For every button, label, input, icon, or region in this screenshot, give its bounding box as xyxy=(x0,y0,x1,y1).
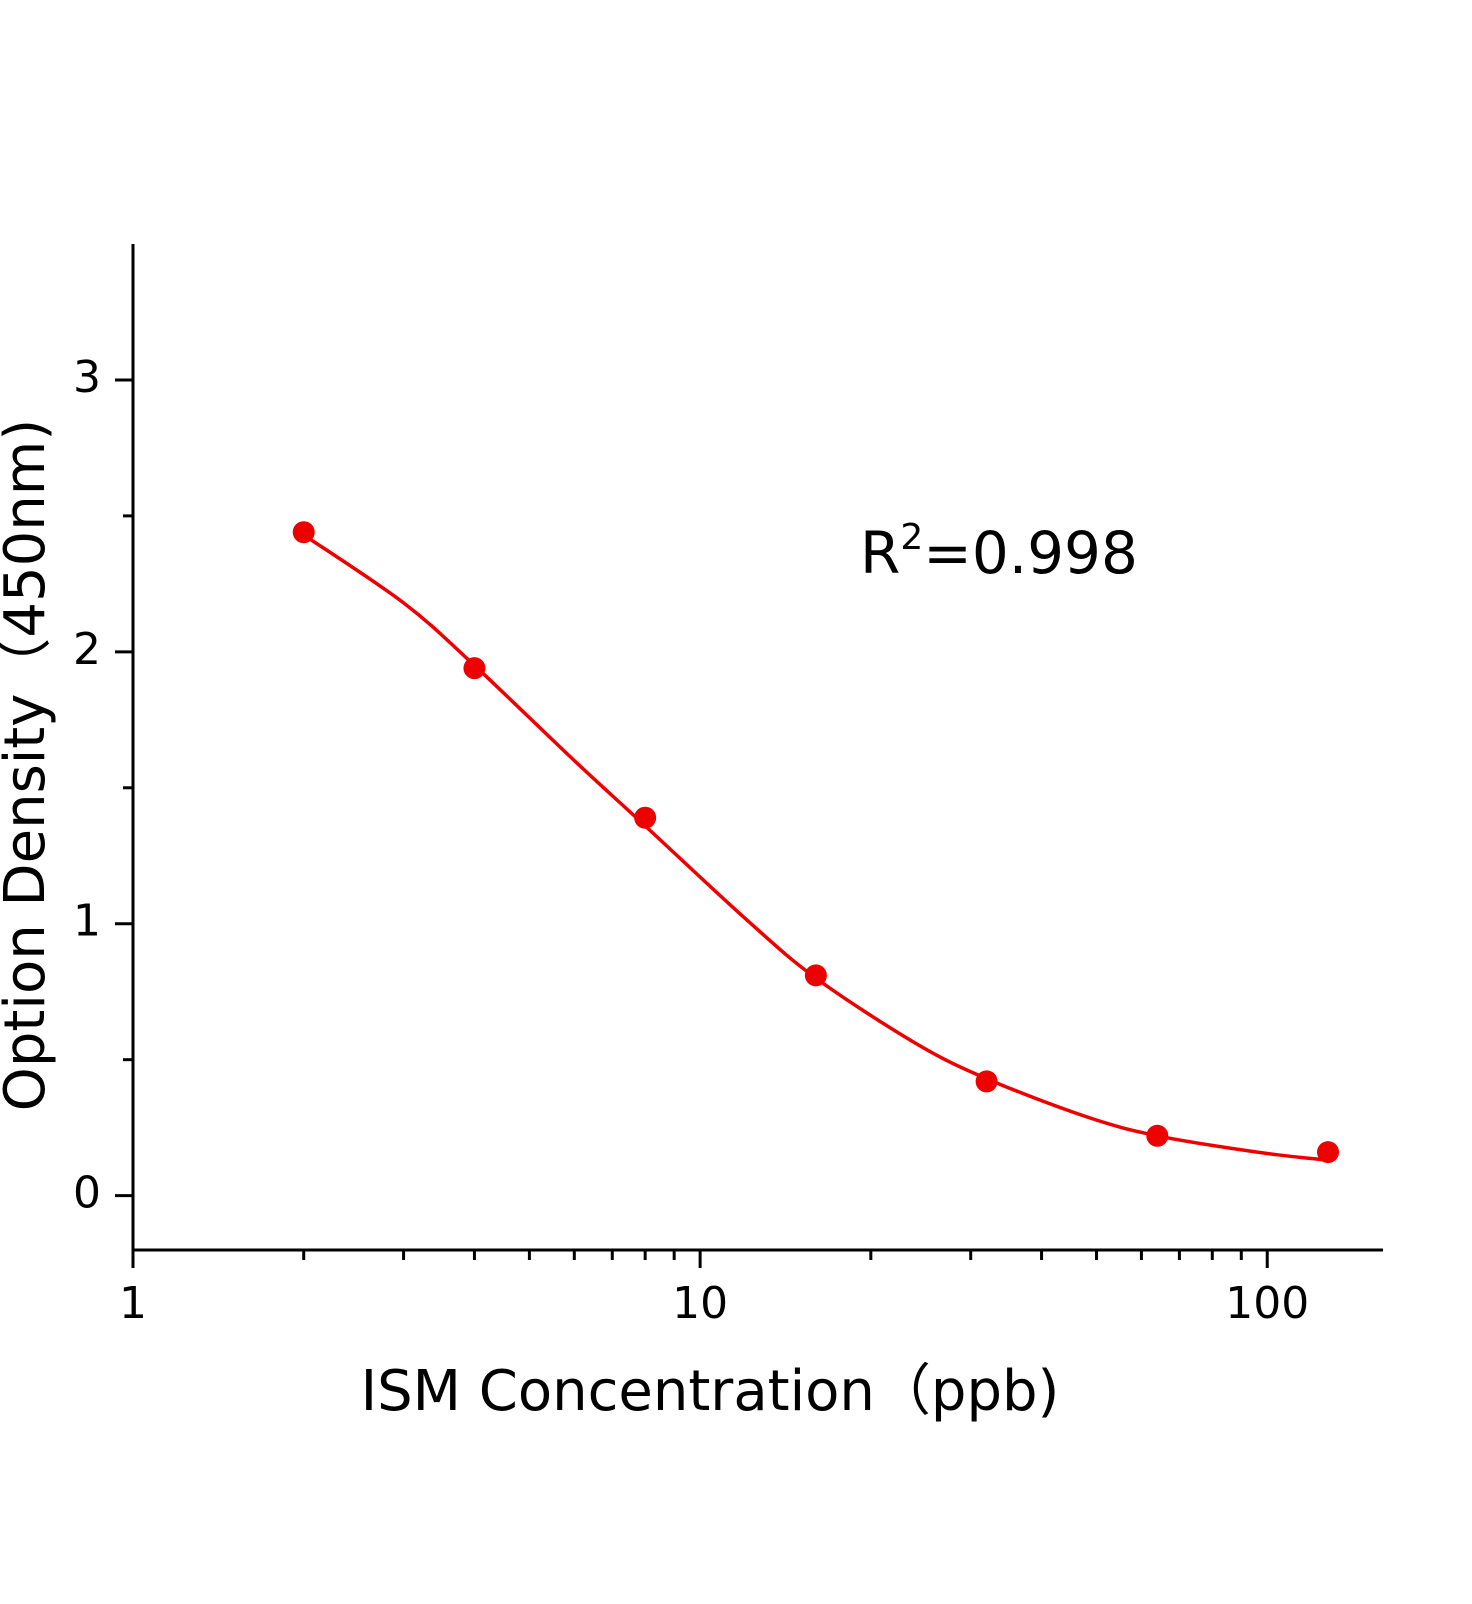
y-tick-label: 2 xyxy=(73,624,101,675)
data-point xyxy=(463,657,486,680)
data-point xyxy=(804,964,827,987)
data-point xyxy=(975,1070,998,1093)
data-point xyxy=(292,521,315,544)
y-tick-label: 0 xyxy=(73,1168,101,1219)
x-axis-label: ISM Concentration（ppb) xyxy=(361,1359,1060,1424)
annotation-sup: 2 xyxy=(900,517,923,558)
y-tick-label: 1 xyxy=(73,896,101,947)
annotation: R2=0.998 xyxy=(860,517,1138,587)
fit-curve xyxy=(302,533,1329,1163)
x-tick-label: 1 xyxy=(119,1278,147,1329)
data-point xyxy=(634,806,657,829)
data-point xyxy=(1146,1124,1169,1147)
x-tick-label: 100 xyxy=(1225,1278,1309,1329)
annotation-base: R xyxy=(860,519,900,587)
x-tick-label: 10 xyxy=(672,1278,728,1329)
data-point xyxy=(1317,1141,1340,1164)
y-tick-label: 3 xyxy=(73,352,101,403)
annotation-rest: =0.998 xyxy=(923,519,1138,587)
y-axis-label: Option Density（450nm) xyxy=(0,419,58,1111)
